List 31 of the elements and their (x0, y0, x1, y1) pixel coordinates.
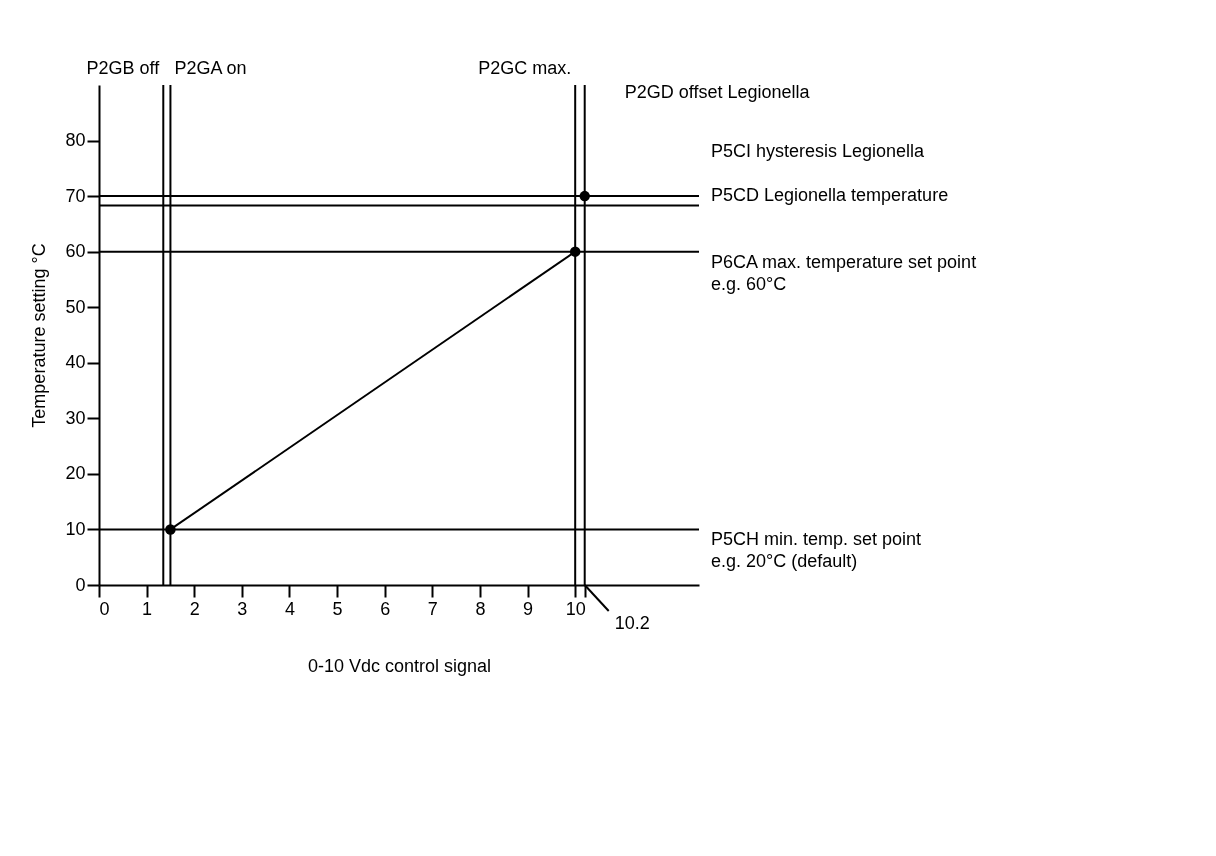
x-tick-label: 1 (142, 598, 153, 619)
x-tick-label: 6 (380, 598, 391, 619)
y-tick-label: 30 (65, 407, 86, 428)
ref-line-label: P2GA on (174, 58, 247, 78)
y-tick-label: 40 (65, 352, 86, 373)
y-tick-label: 70 (65, 185, 86, 206)
x-tick-label: 8 (475, 598, 486, 619)
x-tick-label: 2 (189, 598, 200, 619)
x-tick-label: 9 (523, 598, 534, 619)
x-tick-label: 7 (427, 598, 438, 619)
x-tick-label: 0 (99, 598, 110, 619)
x-tick-label: 4 (284, 598, 295, 619)
ref-line-label: P2GB off (86, 58, 161, 78)
ref-line-label: P5CH min. temp. set point e.g. 20°C (default) (711, 529, 922, 572)
y-tick-label: 20 (65, 463, 86, 484)
x-tick-label: 10 (565, 598, 586, 619)
ref-line-label: P2GD offset Legionella (624, 82, 811, 102)
y-tick-label: 10 (65, 518, 86, 539)
y-tick-label: 60 (65, 241, 86, 262)
x-tick-label: 5 (332, 598, 343, 619)
y-axis-title: Temperature setting °C (29, 243, 50, 428)
x-tick-label: 3 (237, 598, 248, 619)
ref-line-label: P5CD Legionella temperature (711, 185, 949, 206)
x-axis-title: 0-10 Vdc control signal (307, 655, 492, 676)
y-tick-label: 50 (65, 296, 86, 317)
y-tick-label: 80 (65, 130, 86, 151)
y-tick-label: 0 (75, 574, 86, 595)
ref-line-label: P2GC max. (478, 58, 572, 78)
ref-line-label: P6CA max. temperature set point e.g. 60°C (711, 251, 977, 294)
ref-line-label: P5CI hysteresis Legionella (711, 141, 926, 162)
annotation: 10.2 (614, 613, 650, 633)
